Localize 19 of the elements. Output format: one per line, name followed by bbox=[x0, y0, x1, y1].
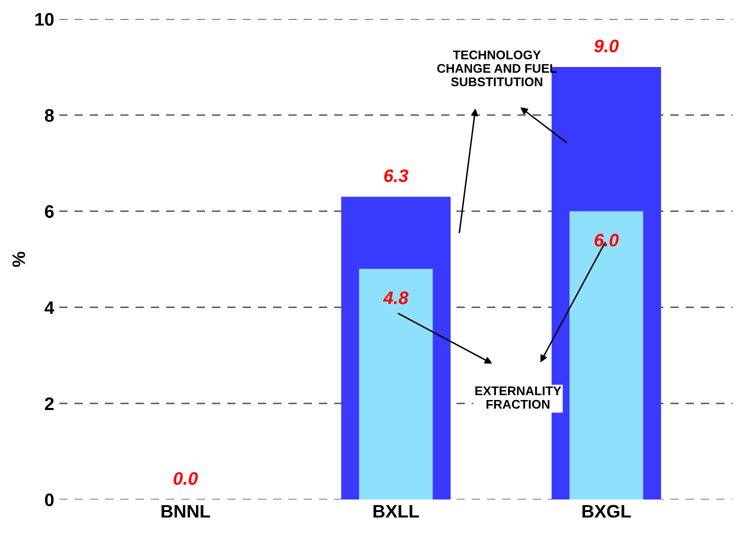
data-label: 9.0 bbox=[594, 40, 619, 52]
annotation: TECHNOLOGY CHANGE AND FUEL SUBSTITUTION bbox=[437, 50, 557, 86]
y-tick-label: 10 bbox=[35, 12, 54, 26]
y-axis-title: % bbox=[12, 252, 26, 267]
y-tick-label: 8 bbox=[44, 109, 54, 122]
bar bbox=[570, 211, 644, 500]
x-tick-label: BXGL bbox=[582, 504, 631, 518]
y-tick-label: 4 bbox=[44, 301, 54, 314]
annotation: EXTERNALITY FRACTION bbox=[475, 386, 562, 409]
data-label: 0.0 bbox=[174, 472, 198, 485]
y-tick-label: 0 bbox=[45, 493, 54, 506]
bar bbox=[359, 268, 433, 500]
data-label: 4.8 bbox=[383, 291, 408, 304]
x-tick-label: BNNL bbox=[162, 505, 210, 518]
data-label: 6.3 bbox=[384, 169, 408, 182]
y-tick-label: 2 bbox=[44, 397, 54, 410]
y-tick-label: 6 bbox=[44, 205, 54, 218]
data-label: 6.0 bbox=[594, 234, 619, 247]
x-tick-label: BXLL bbox=[374, 505, 419, 518]
